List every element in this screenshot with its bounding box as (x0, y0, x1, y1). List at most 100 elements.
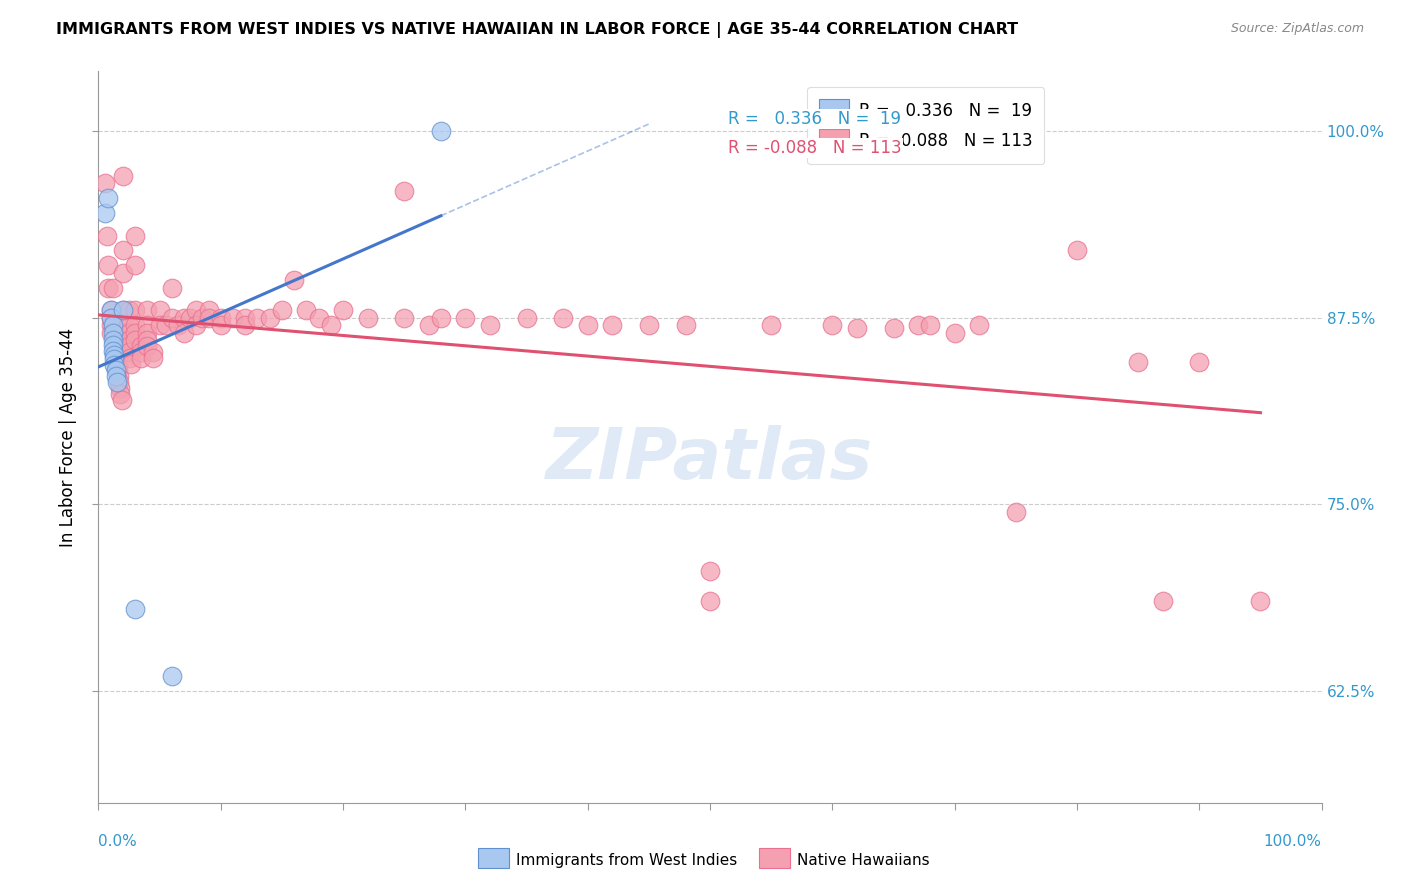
Point (118, 333, 141, 347)
Point (167, 318, 190, 332)
Point (129, 339, 152, 353)
Point (105, 339, 128, 353)
Y-axis label: In Labor Force | Age 35-44: In Labor Force | Age 35-44 (59, 327, 77, 547)
Point (110, 386, 132, 401)
Point (136, 303, 159, 318)
Point (675, 318, 697, 332)
Point (638, 318, 661, 332)
Point (114, 326, 136, 340)
Point (186, 303, 208, 318)
Point (111, 169, 134, 183)
Point (124, 601, 146, 615)
Point (142, 345, 165, 359)
Point (600, 318, 623, 332)
Point (124, 318, 146, 332)
Point (111, 303, 134, 318)
Point (222, 310, 245, 325)
Point (100, 318, 122, 332)
Point (107, 357, 129, 371)
Point (356, 310, 378, 325)
Point (129, 345, 152, 359)
Text: ZIPatlas: ZIPatlas (547, 425, 873, 493)
Legend: R =   0.336   N =  19, R = -0.088   N = 113: R = 0.336 N = 19, R = -0.088 N = 113 (807, 87, 1045, 164)
Point (821, 318, 844, 332)
Point (120, 357, 142, 371)
Point (115, 339, 138, 353)
Point (101, 318, 124, 332)
Point (136, 339, 159, 353)
Point (120, 351, 142, 365)
Point (920, 318, 942, 332)
Point (124, 326, 146, 340)
Point (93, 206, 115, 220)
Point (259, 310, 281, 325)
Point (104, 368, 127, 383)
Text: 0.0%: 0.0% (98, 834, 138, 849)
Point (103, 348, 125, 362)
Point (155, 318, 177, 332)
Point (967, 318, 990, 332)
Point (943, 326, 966, 340)
Point (118, 303, 141, 318)
Point (111, 303, 134, 318)
Point (283, 273, 305, 287)
Point (515, 310, 537, 325)
Point (149, 303, 172, 318)
Point (111, 318, 134, 332)
Point (118, 326, 141, 340)
Point (392, 184, 416, 198)
Point (136, 333, 159, 347)
Point (93, 177, 115, 191)
Point (197, 310, 219, 325)
Point (101, 333, 124, 347)
Point (295, 303, 318, 318)
Point (173, 326, 195, 340)
Point (1188, 355, 1211, 369)
Point (233, 310, 256, 325)
Point (118, 345, 141, 359)
Point (104, 333, 127, 347)
Point (114, 333, 136, 347)
Point (160, 669, 183, 683)
Point (160, 281, 183, 295)
Text: Source: ZipAtlas.com: Source: ZipAtlas.com (1230, 22, 1364, 36)
Point (108, 375, 131, 389)
Point (454, 310, 477, 325)
Point (124, 333, 146, 347)
Point (100, 326, 122, 340)
Point (105, 345, 128, 359)
Point (118, 318, 141, 332)
Point (105, 375, 128, 389)
Point (100, 303, 122, 318)
Point (883, 321, 905, 335)
Text: 100.0%: 100.0% (1264, 834, 1322, 849)
Point (1128, 355, 1150, 369)
Point (136, 318, 159, 332)
Point (107, 363, 129, 377)
Point (100, 310, 122, 325)
Point (845, 321, 868, 335)
Point (111, 266, 134, 280)
Point (209, 318, 232, 332)
Point (576, 318, 599, 332)
Point (308, 310, 330, 325)
Text: Immigrants from West Indies: Immigrants from West Indies (516, 854, 737, 868)
Point (142, 351, 165, 365)
Point (209, 310, 232, 325)
Text: R = -0.088   N = 113: R = -0.088 N = 113 (728, 139, 903, 157)
Point (129, 351, 152, 365)
Point (761, 318, 783, 332)
Point (392, 310, 416, 325)
Point (105, 351, 128, 365)
Point (233, 318, 256, 332)
Point (699, 565, 721, 579)
Point (149, 318, 172, 332)
Point (1152, 594, 1174, 608)
Point (179, 310, 201, 325)
Point (108, 368, 131, 383)
Point (101, 281, 124, 295)
Point (136, 326, 159, 340)
Point (124, 259, 146, 273)
Point (103, 359, 125, 373)
Point (100, 303, 122, 318)
